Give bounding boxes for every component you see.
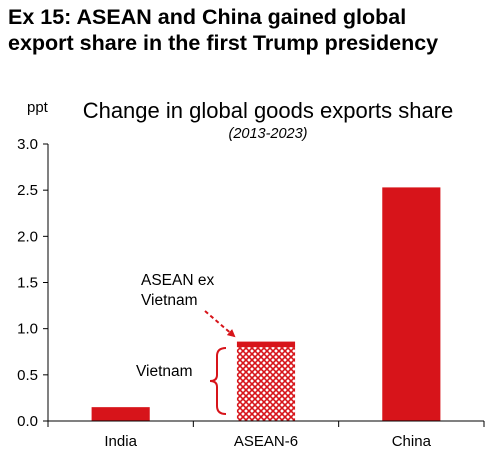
bar-segment — [236, 347, 296, 421]
bar — [91, 407, 150, 421]
annotation-bracket — [209, 347, 227, 415]
y-axis: 0.0 0.5 1.0 1.5 2.0 2.5 3.0 — [17, 136, 49, 430]
y-tick-label: 0.5 — [17, 367, 38, 384]
annotation-vietnam: Vietnam — [136, 363, 193, 380]
y-tick-label: 1.0 — [17, 321, 38, 338]
annotations: ASEAN ex Vietnam Vietnam — [136, 272, 236, 415]
chart-heading: Ex 15: ASEAN and China gained global exp… — [8, 4, 486, 56]
x-tick-label: India — [104, 433, 137, 450]
chart-heading-line1: Ex 15: ASEAN and China gained global — [8, 5, 407, 29]
y-tick-label: 1.5 — [17, 275, 38, 292]
y-tick-label: 0.0 — [17, 413, 38, 430]
annotation-asean-ex-line1: ASEAN ex — [141, 272, 214, 289]
bar-segment — [236, 341, 296, 348]
y-tick-label: 2.0 — [17, 228, 38, 245]
y-tick-label: 3.0 — [17, 136, 38, 153]
chart-title: Change in global goods exports share — [83, 98, 454, 123]
y-tick-label: 2.5 — [17, 182, 38, 199]
chart-subtitle: (2013-2023) — [229, 126, 308, 142]
y-axis-label: ppt — [27, 99, 49, 116]
x-tick-label: ASEAN-6 — [234, 433, 298, 450]
annotation-arrow — [204, 310, 236, 338]
bar — [382, 187, 441, 421]
annotation-asean-ex-line2: Vietnam — [141, 292, 198, 309]
x-axis: India ASEAN-6 China — [47, 420, 485, 450]
bars — [91, 187, 441, 421]
x-tick-label: China — [392, 433, 432, 450]
chart-heading-line2: export share in the first Trump presiden… — [8, 31, 439, 55]
